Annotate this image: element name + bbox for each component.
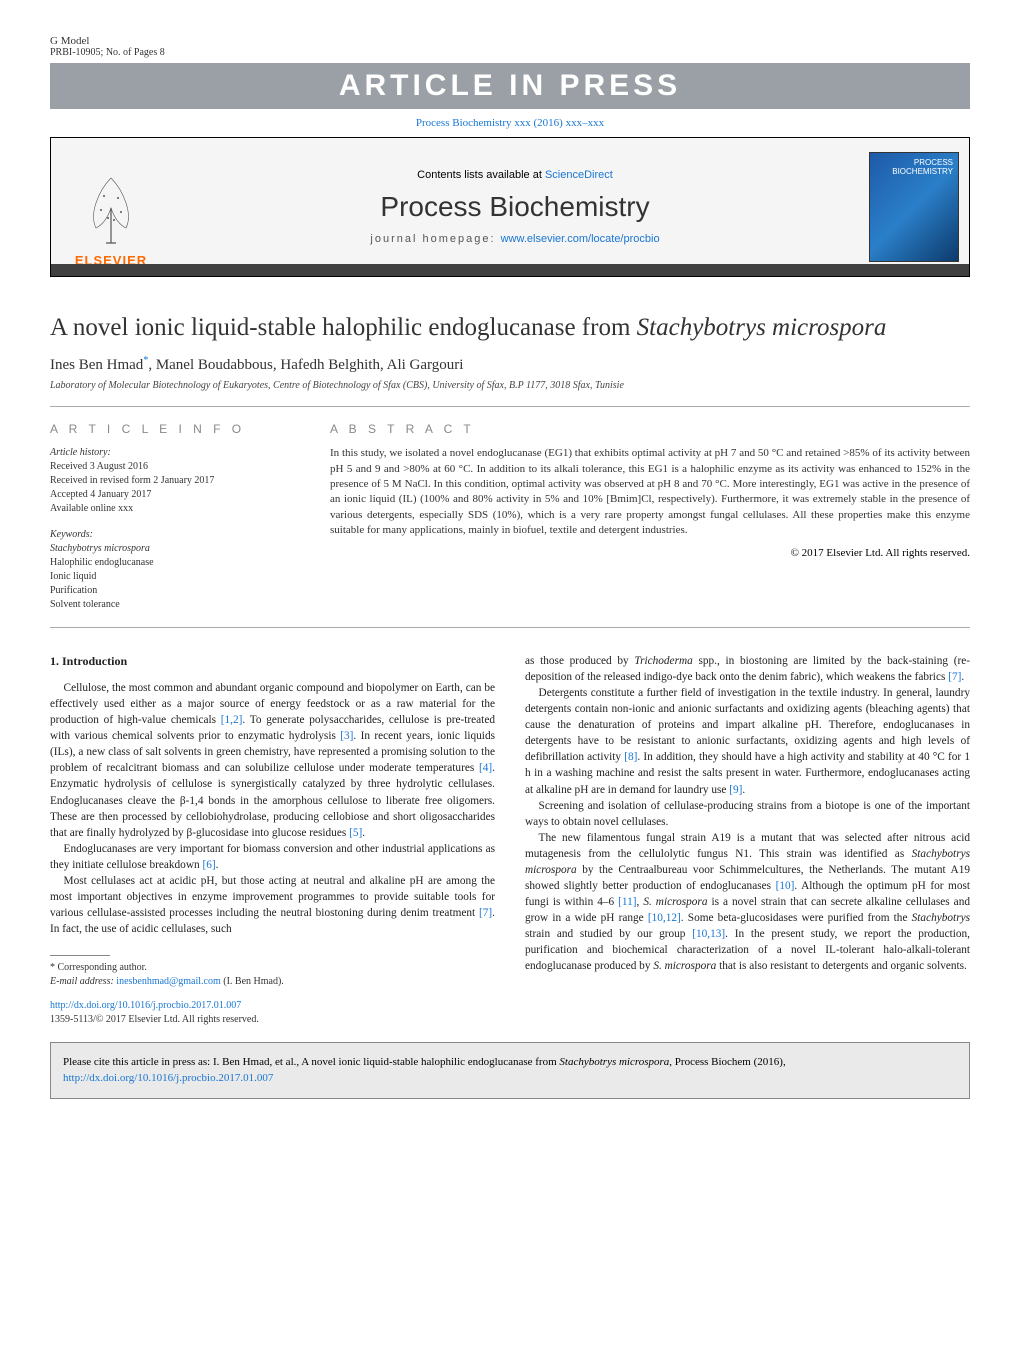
para-r4: The new filamentous fungal strain A19 is… xyxy=(525,830,970,974)
cite-11[interactable]: [11] xyxy=(618,896,636,908)
g-model-line2: PRBI-10905; No. of Pages 8 xyxy=(50,47,970,58)
kw-4: Purification xyxy=(50,584,300,598)
homepage-line: journal homepage: www.elsevier.com/locat… xyxy=(171,233,859,245)
keywords-block: Keywords: Stachybotrys microspora Haloph… xyxy=(50,528,300,612)
affiliation: Laboratory of Molecular Biotechnology of… xyxy=(50,380,970,391)
cite-7[interactable]: [7] xyxy=(479,907,492,919)
citebox-mid: , Process Biochem (2016), xyxy=(669,1056,785,1068)
cite-6[interactable]: [6] xyxy=(202,859,215,871)
issn-line: 1359-5113/© 2017 Elsevier Ltd. All right… xyxy=(50,1013,495,1027)
history-label: Article history: xyxy=(50,446,300,460)
kw-1: Stachybotrys microspora xyxy=(50,542,300,556)
keywords-label: Keywords: xyxy=(50,528,300,542)
abstract-head: A B S T R A C T xyxy=(330,422,970,436)
masthead-bottom-bar xyxy=(51,264,969,276)
body-columns: 1. Introduction Cellulose, the most comm… xyxy=(50,653,970,1027)
email-link[interactable]: inesbenhmad@gmail.com xyxy=(116,976,220,987)
journal-cover-icon: PROCESS BIOCHEMISTRY xyxy=(869,152,959,262)
cite-10[interactable]: [10] xyxy=(776,880,795,892)
column-left: 1. Introduction Cellulose, the most comm… xyxy=(50,653,495,1027)
cite-1-2[interactable]: [1,2] xyxy=(221,714,243,726)
article-info-head: A R T I C L E I N F O xyxy=(50,422,300,436)
citebox-species: Stachybotrys microspora xyxy=(559,1056,669,1068)
footnote: * Corresponding author. E-mail address: … xyxy=(50,961,495,989)
cite-7b[interactable]: [7] xyxy=(948,671,961,683)
para-r2: Detergents constitute a further field of… xyxy=(525,685,970,797)
abstract-text: In this study, we isolated a novel endog… xyxy=(330,446,970,538)
homepage-label: journal homepage: xyxy=(370,233,500,245)
revised: Received in revised form 2 January 2017 xyxy=(50,474,300,488)
article-title: A novel ionic liquid-stable halophilic e… xyxy=(50,312,970,343)
citation-box: Please cite this article in press as: I.… xyxy=(50,1042,970,1099)
elsevier-tree-icon xyxy=(76,168,146,253)
homepage-link[interactable]: www.elsevier.com/locate/procbio xyxy=(501,233,660,245)
journal-title: Process Biochemistry xyxy=(171,191,859,223)
journal-reference: Process Biochemistry xxx (2016) xxx–xxx xyxy=(50,117,970,129)
cite-4[interactable]: [4] xyxy=(479,762,492,774)
title-species: Stachybotrys microspora xyxy=(637,314,887,341)
cover-text-1: PROCESS xyxy=(875,158,953,167)
history-block: Article history: Received 3 August 2016 … xyxy=(50,446,300,516)
article-in-press-banner: ARTICLE IN PRESS xyxy=(50,63,970,109)
authors-rest: , Manel Boudabbous, Hafedh Belghith, Ali… xyxy=(148,357,463,373)
online: Available online xxx xyxy=(50,502,300,516)
meta-row: A R T I C L E I N F O Article history: R… xyxy=(50,422,970,628)
cover-text-2: BIOCHEMISTRY xyxy=(875,167,953,176)
para-2: Endoglucanases are very important for bi… xyxy=(50,841,495,873)
elsevier-logo-box: ELSEVIER xyxy=(51,138,171,276)
corresponding: * Corresponding author. xyxy=(50,961,495,975)
cite-10-12[interactable]: [10,12] xyxy=(648,912,681,924)
g-model-header: G Model PRBI-10905; No. of Pages 8 xyxy=(50,35,970,58)
para-r3: Screening and isolation of cellulase-pro… xyxy=(525,798,970,830)
footnote-separator xyxy=(50,955,110,956)
received: Received 3 August 2016 xyxy=(50,460,300,474)
citebox-pre: Please cite this article in press as: I.… xyxy=(63,1056,559,1068)
kw-2: Halophilic endoglucanase xyxy=(50,556,300,570)
cite-5[interactable]: [5] xyxy=(349,827,362,839)
sciencedirect-link[interactable]: ScienceDirect xyxy=(545,169,613,181)
para-1: Cellulose, the most common and abundant … xyxy=(50,680,495,840)
journal-ref-link[interactable]: Process Biochemistry xxx (2016) xxx–xxx xyxy=(416,117,604,129)
copyright: © 2017 Elsevier Ltd. All rights reserved… xyxy=(330,547,970,559)
kw-3: Ionic liquid xyxy=(50,570,300,584)
email-line: E-mail address: inesbenhmad@gmail.com (I… xyxy=(50,975,495,989)
para-r1: as those produced by Trichoderma spp., i… xyxy=(525,653,970,685)
cite-8[interactable]: [8] xyxy=(624,751,637,763)
cite-9[interactable]: [9] xyxy=(729,784,742,796)
title-text: A novel ionic liquid-stable halophilic e… xyxy=(50,314,637,341)
journal-cover-box: PROCESS BIOCHEMISTRY xyxy=(859,138,969,276)
masthead-center: Contents lists available at ScienceDirec… xyxy=(171,138,859,276)
cite-3[interactable]: [3] xyxy=(340,730,353,742)
title-block: A novel ionic liquid-stable halophilic e… xyxy=(50,312,970,407)
column-right: as those produced by Trichoderma spp., i… xyxy=(525,653,970,1027)
citebox-doi-link[interactable]: http://dx.doi.org/10.1016/j.procbio.2017… xyxy=(63,1072,273,1084)
doi-link[interactable]: http://dx.doi.org/10.1016/j.procbio.2017… xyxy=(50,1000,241,1011)
authors: Ines Ben Hmad*, Manel Boudabbous, Hafedh… xyxy=(50,355,970,374)
accepted: Accepted 4 January 2017 xyxy=(50,488,300,502)
abstract-column: A B S T R A C T In this study, we isolat… xyxy=(330,422,970,612)
cite-10-13[interactable]: [10,13] xyxy=(692,928,725,940)
g-model-line1: G Model xyxy=(50,35,970,47)
para-3: Most cellulases act at acidic pH, but th… xyxy=(50,873,495,937)
doi-block: http://dx.doi.org/10.1016/j.procbio.2017… xyxy=(50,999,495,1027)
article-info: A R T I C L E I N F O Article history: R… xyxy=(50,422,300,612)
masthead: ELSEVIER Contents lists available at Sci… xyxy=(50,137,970,277)
contents-line: Contents lists available at ScienceDirec… xyxy=(171,169,859,181)
contents-text: Contents lists available at xyxy=(417,169,545,181)
intro-heading: 1. Introduction xyxy=(50,653,495,670)
kw-5: Solvent tolerance xyxy=(50,598,300,612)
author-1: Ines Ben Hmad xyxy=(50,357,143,373)
